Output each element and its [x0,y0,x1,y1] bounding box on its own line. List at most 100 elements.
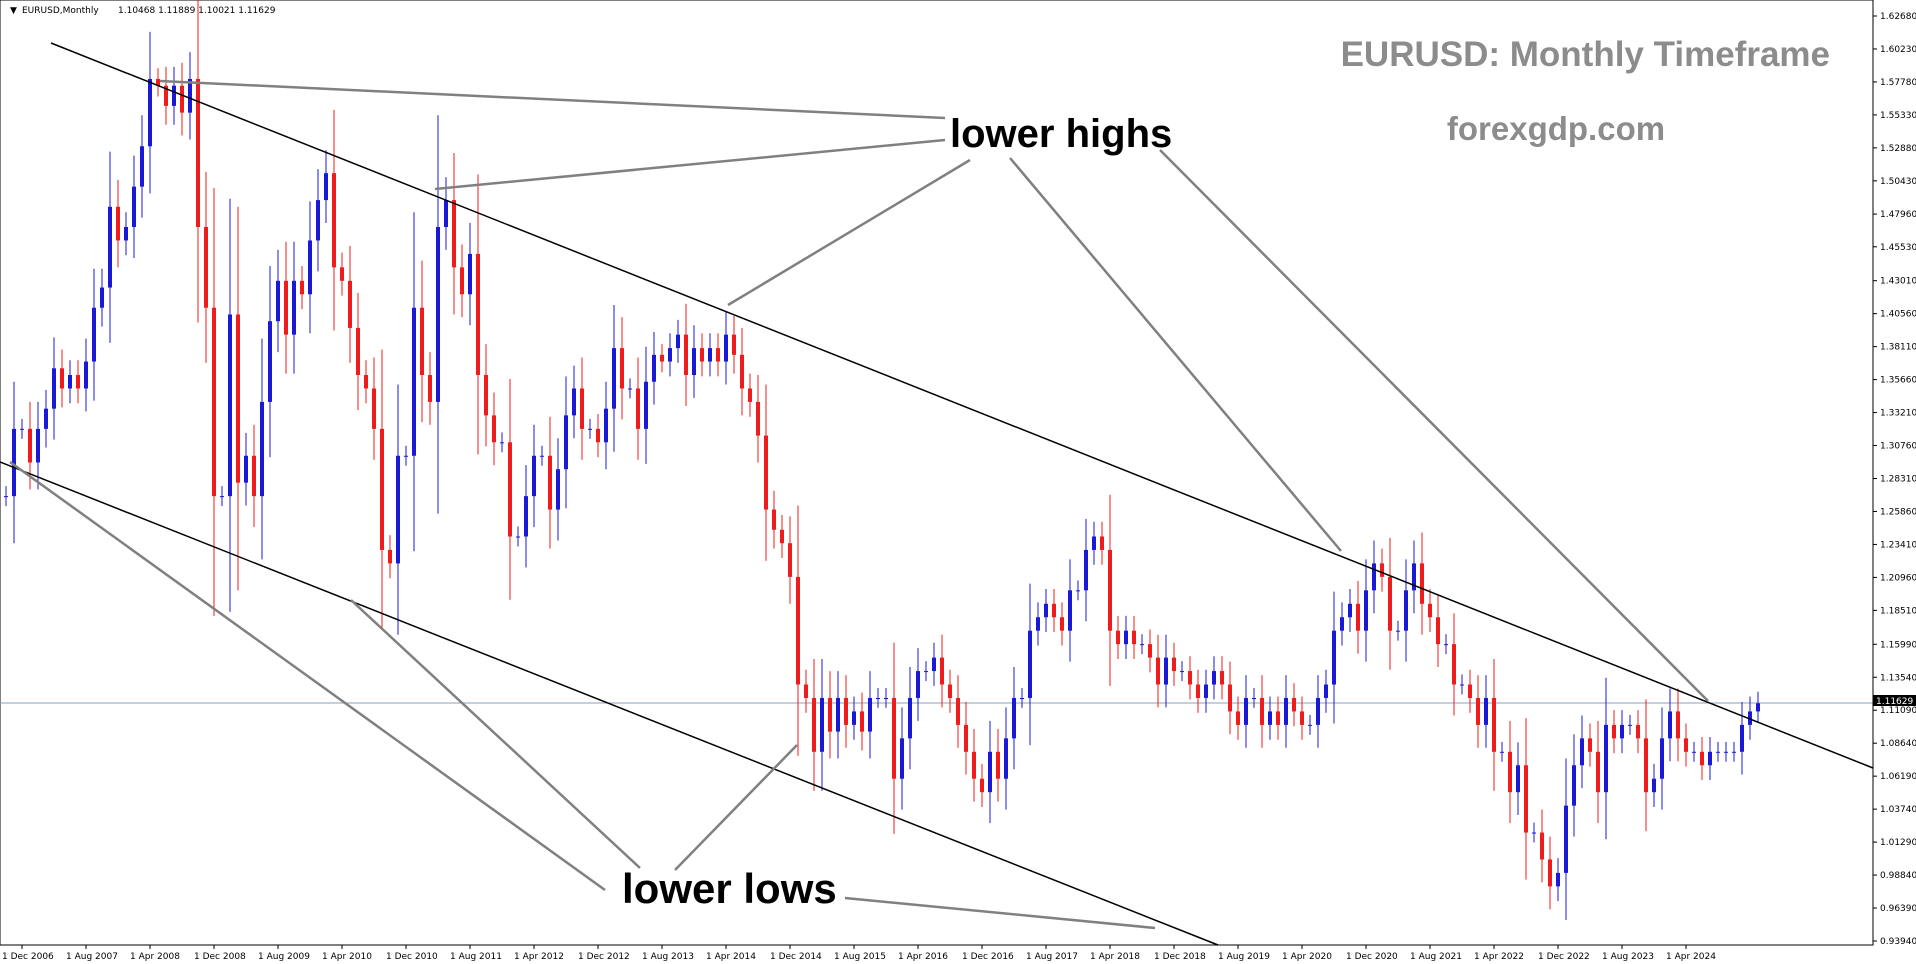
bull-candle [1580,738,1584,766]
bear-candle [1052,603,1056,618]
lower-highs-label: lower highs [950,112,1172,156]
bull-candle [1164,657,1168,685]
bull-candle [1444,644,1448,646]
bull-candle [1620,724,1624,739]
bull-candle [412,307,416,456]
bull-candle [1756,703,1760,712]
bull-candle [1396,630,1400,632]
bull-candle [148,78,152,147]
bull-candle [1324,684,1328,698]
bear-candle [460,267,464,295]
bull-candle [540,455,544,457]
bull-candle [4,496,8,498]
bull-candle [20,428,24,430]
bull-candle [100,287,104,308]
bear-candle [1156,657,1160,685]
bull-candle [988,751,992,793]
bull-candle [292,280,296,335]
bull-candle [1564,805,1568,873]
bear-candle [636,388,640,429]
bear-candle [508,442,512,537]
bear-candle [788,543,792,577]
y-tick-label: 1.55330 [1880,111,1916,121]
bear-candle [1468,684,1472,698]
bull-candle [228,314,232,497]
bear-candle [332,173,336,268]
x-tick-label: 1 Dec 2016 [962,952,1014,962]
bull-candle [724,334,728,362]
bull-candle [1268,711,1272,725]
x-tick-label: 1 Dec 2010 [386,952,438,962]
x-tick-label: 1 Aug 2013 [642,952,694,962]
bear-candle [892,697,896,779]
bear-candle [812,697,816,752]
bull-candle [900,738,904,779]
bull-candle [908,697,912,739]
bear-candle [764,435,768,510]
bear-candle [60,368,64,389]
x-tick-label: 1 Aug 2015 [834,952,886,962]
plot-frame [0,0,1874,946]
annotation-pointer-line [159,79,946,120]
bear-candle [428,375,432,402]
bear-candle [76,375,80,389]
y-tick-label: 0.96390 [1880,904,1916,914]
bull-candle [500,442,504,444]
bear-candle [996,751,1000,779]
bull-candle [396,455,400,564]
bear-candle [748,388,752,402]
watermark-title: EURUSD: Monthly Timeframe [1341,35,1830,74]
bull-candle [1020,697,1024,699]
watermark-site: forexgdp.com [1447,110,1665,147]
bull-candle [1348,603,1352,618]
bull-candle [876,697,880,699]
bear-candle [236,314,240,483]
bull-candle [1076,590,1080,592]
bull-candle [1484,697,1488,725]
bear-candle [1588,738,1592,752]
bear-candle [1700,751,1704,766]
bear-candle [364,375,368,389]
bear-candle [492,415,496,443]
bear-candle [1676,711,1680,739]
bull-candle [556,469,560,510]
bear-candle [1188,671,1192,685]
bear-candle [1108,549,1112,631]
x-tick-label: 1 Aug 2007 [66,952,118,962]
bull-candle [692,348,696,376]
bull-candle [1556,872,1560,887]
trend-channel [0,42,1874,946]
upper-trendline [50,42,1874,769]
bull-candle [308,240,312,295]
bull-candle [172,85,176,106]
annotation-pointer-line [434,138,946,191]
bull-candle [1332,630,1336,685]
bull-candle [1404,590,1408,631]
bear-candle [596,428,600,443]
bear-candle [660,354,664,362]
ohlc-readout: 1.10468 1.11889 1.10021 1.11629 [118,6,276,16]
bull-candle [1500,751,1504,753]
y-tick-label: 1.57780 [1880,78,1916,88]
bear-candle [1476,697,1480,725]
bear-candle [684,334,688,376]
symbol-dropdown-icon[interactable]: ▼ [10,6,17,16]
bear-candle [1276,711,1280,725]
bear-candle [980,778,984,793]
bear-candle [948,684,952,698]
bear-candle [1548,859,1552,887]
bull-candle [932,657,936,672]
bull-candle [708,348,712,362]
bull-candle [1716,751,1720,753]
x-tick-label: 1 Apr 2014 [706,952,756,962]
bull-candle [44,408,48,429]
x-tick-label: 1 Apr 2022 [1474,952,1524,962]
bull-candle [92,307,96,362]
bull-candle [852,711,856,725]
y-tick-label: 1.28310 [1880,475,1916,485]
bull-candle [652,354,656,382]
annotation-pointer-line [674,744,798,871]
bear-candle [772,509,776,530]
